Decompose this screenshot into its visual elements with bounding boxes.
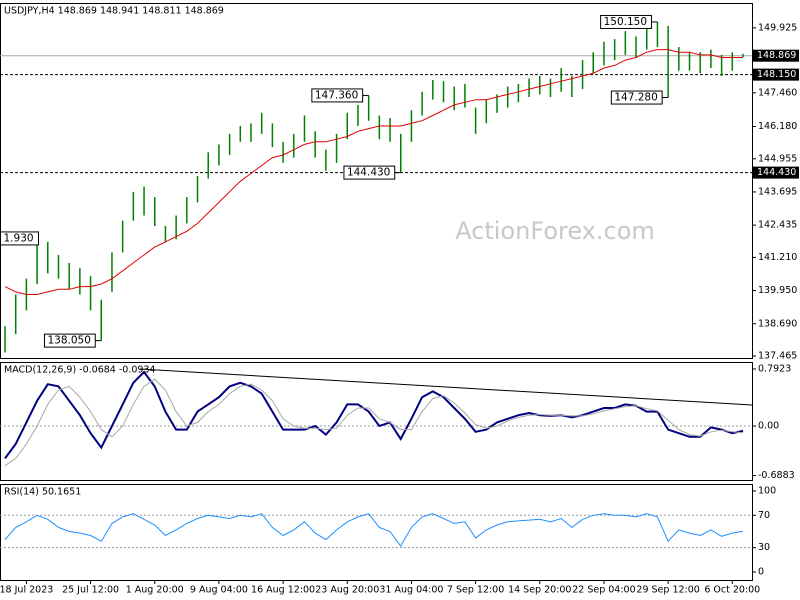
annotation-label: 144.430 [347, 167, 390, 179]
x-tick-label: 14 Sep 20:00 [508, 585, 571, 596]
annotation-label: 150.150 [604, 16, 647, 28]
y-tick-label: 146.180 [758, 121, 797, 132]
y-tick-label: 70 [758, 510, 770, 521]
y-tick-label: 0.00 [758, 421, 779, 432]
panel-title: USDJPY,H4 148.869 148.941 148.811 148.86… [4, 6, 224, 17]
y-tick-label: 144.955 [758, 153, 797, 164]
panel-frame [0, 362, 753, 481]
indicator-line [4, 378, 744, 467]
y-tick-label: 138.690 [758, 318, 797, 329]
y-tick-label: 0.7923 [758, 363, 791, 374]
indicator-line [4, 513, 744, 548]
level-label: 148.150 [757, 69, 796, 80]
x-tick-label: 25 Jul 12:00 [62, 585, 119, 596]
level-box [753, 68, 799, 81]
annotation-label: 1.930 [4, 232, 34, 244]
watermark: ActionForex.com [455, 217, 655, 245]
y-tick-label: 147.460 [758, 87, 797, 98]
y-tick-label: 149.925 [758, 22, 797, 33]
x-tick-label: 29 Sep 12:00 [636, 585, 699, 596]
y-tick-label: 139.950 [758, 285, 797, 296]
x-tick-label: 9 Aug 04:00 [190, 585, 248, 596]
level-label: 144.430 [757, 167, 796, 178]
x-tick-label: 23 Aug 20:00 [315, 585, 379, 596]
x-tick-label: 16 Aug 12:00 [251, 585, 315, 596]
x-tick-label: 1 Aug 20:00 [126, 585, 184, 596]
y-tick-label: -0.6883 [758, 470, 795, 481]
level-box [753, 49, 799, 62]
x-tick-label: 6 Oct 20:00 [704, 585, 760, 596]
y-tick-label: 30 [758, 542, 770, 553]
x-tick-label: 18 Jul 2023 [0, 585, 53, 596]
annotation-label: 147.360 [315, 89, 358, 101]
y-tick-label: 0 [758, 566, 764, 577]
annotation-box [610, 90, 663, 105]
indicator-line [4, 370, 744, 459]
annotation-label: 147.280 [614, 92, 657, 104]
trend-line [139, 368, 753, 406]
level-label: 148.869 [757, 50, 796, 61]
x-tick-label: 7 Sep 12:00 [447, 585, 504, 596]
level-box [753, 166, 799, 179]
y-tick-label: 137.465 [758, 351, 797, 362]
panel-frame [0, 484, 753, 581]
annotation-box [43, 333, 96, 348]
annotation-box [311, 88, 364, 103]
y-tick-label: 100 [758, 485, 776, 496]
annotation-box [0, 231, 39, 246]
x-tick-label: 31 Aug 04:00 [379, 585, 443, 596]
y-tick-label: 141.210 [758, 252, 797, 263]
panel-title: RSI(14) 50.1651 [4, 487, 81, 498]
moving-average [4, 49, 743, 295]
y-tick-label: 143.695 [758, 186, 797, 197]
panel-frame [0, 3, 753, 359]
y-tick-label: 142.435 [758, 220, 797, 231]
annotation-box [343, 165, 396, 180]
annotation-label: 138.050 [47, 335, 90, 347]
panel-title: MACD(12,26,9) -0.0684 -0.0934 [4, 365, 156, 376]
annotation-box [600, 14, 652, 29]
x-tick-label: 22 Sep 04:00 [572, 585, 635, 596]
